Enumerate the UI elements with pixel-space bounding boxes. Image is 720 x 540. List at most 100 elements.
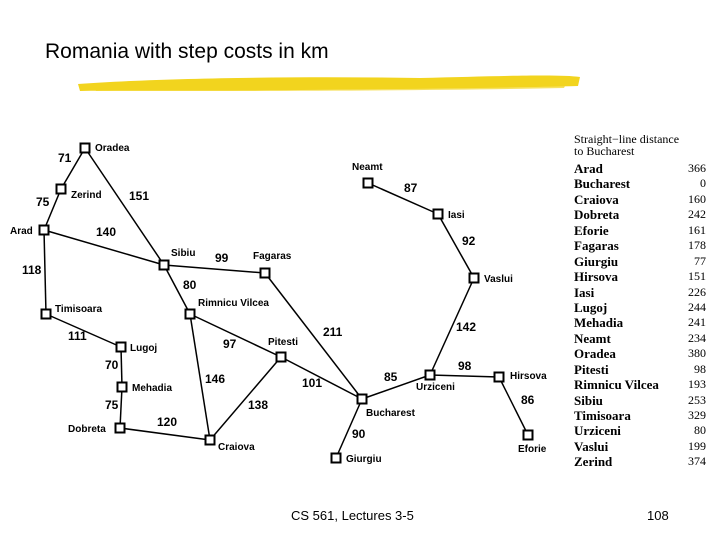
road-cost-label: 86 [521,393,535,407]
legend-row: Sibiu 253 [574,393,706,408]
legend-row: Lugoj 244 [574,300,706,315]
legend-row: Vaslui 199 [574,439,706,454]
legend-row: Zerind 374 [574,454,706,469]
road-bucharest-giurgiu [335,398,363,459]
city-label-eforie: Eforie [518,444,547,455]
road-cost-label: 118 [22,263,42,277]
legend-distance: 374 [688,454,706,469]
road-sibiu-rimnicu-vilcea [163,264,191,315]
legend-city: Bucharest [574,176,631,192]
legend-distance: 193 [688,377,706,392]
legend-distance: 242 [688,207,706,222]
legend-city: Sibiu [574,392,603,408]
slide-title: Romania with step costs in km [45,40,329,63]
city-names: Oradea Zerind Arad Timisoara Lugoj Mehadia Dob… [10,143,547,465]
road-urziceni-vaslui [429,277,475,376]
legend-row: Oradea 380 [574,346,706,361]
city-label-dobreta: Dobreta [68,424,106,435]
footer-course-label: CS 561, Lectures 3-5 [291,508,414,523]
legend-row: Mehadia 241 [574,315,706,330]
road-bucharest-urziceni [361,374,431,400]
city-label-mehadia: Mehadia [132,383,172,394]
legend-distance: 241 [688,315,706,330]
legend-city: Eforie [574,222,609,238]
legend-city: Fagaras [574,238,619,254]
city-label-iasi: Iasi [448,210,465,221]
legend-row: Bucharest 0 [574,176,706,191]
legend-row: Pitesti 98 [574,362,706,377]
road-cost-label: 98 [458,359,472,373]
legend-city: Hirsova [574,269,619,285]
city-label-hirsova: Hirsova [510,371,547,382]
road-cost-label: 75 [105,398,119,412]
road-costs: 71 75 151 140 118 111 70 75 120 99 80 97 146 138 211 10… [22,151,535,441]
city-node-bucharest [356,393,368,405]
city-label-sibiu: Sibiu [171,248,195,259]
road-cost-label: 101 [302,376,322,390]
legend-row: Rimnicu Vilcea 193 [574,377,706,392]
straight-line-distance-table: Straight−line distance to Bucharest Arad… [574,133,706,470]
legend-rows: Arad 366 Bucharest 0 Craiova 160 Dobreta 242 Efo… [574,161,706,470]
legend-distance: 226 [688,284,706,299]
road-pitesti-bucharest [280,356,363,400]
legend-distance: 244 [688,299,706,314]
legend-distance: 98 [694,361,706,376]
city-label-giurgiu: Giurgiu [346,454,382,465]
city-node-hirsova [493,371,505,383]
road-cost-label: 90 [352,427,366,441]
city-node-urziceni [424,369,436,381]
road-cost-label: 151 [129,189,149,203]
road-iasi-neamt [367,182,439,215]
city-label-lugoj: Lugoj [130,343,157,354]
road-cost-label: 97 [223,337,237,351]
road-cost-label: 146 [205,372,225,386]
city-node-craiova [204,434,216,446]
city-node-lugoj [115,341,127,353]
road-mehadia-dobreta [119,386,123,429]
legend-distance: 77 [694,253,706,268]
road-fagaras-bucharest [264,272,363,400]
road-cost-label: 85 [384,370,398,384]
city-label-urziceni: Urziceni [416,382,455,393]
road-arad-timisoara [43,229,47,315]
road-cost-label: 80 [183,278,197,292]
legend-row: Iasi 226 [574,285,706,300]
legend-city: Giurgiu [574,253,619,269]
city-node-giurgiu [330,452,342,464]
road-rimnicu-vilcea-pitesti [189,313,282,358]
city-node-arad [38,224,50,236]
cities [38,142,534,464]
city-node-sibiu [158,259,170,271]
city-node-eforie [522,429,534,441]
road-cost-label: 70 [105,358,119,372]
city-node-fagaras [259,267,271,279]
legend-row: Giurgiu 77 [574,254,706,269]
legend-row: Arad 366 [574,161,706,176]
legend-distance: 380 [688,346,706,361]
legend-city: Oradea [574,346,616,362]
road-timisoara-lugoj [45,313,122,348]
legend-distance: 253 [688,392,706,407]
road-sibiu-fagaras [163,264,266,274]
city-node-zerind [55,183,67,195]
legend-city: Zerind [574,454,613,470]
legend-distance: 199 [688,438,706,453]
road-urziceni-hirsova [429,374,500,378]
legend-row: Dobreta 242 [574,207,706,222]
legend-row: Eforie 161 [574,223,706,238]
roads [43,147,529,459]
road-cost-label: 71 [58,151,72,165]
road-cost-label: 99 [215,251,229,265]
road-cost-label: 87 [404,181,418,195]
road-cost-label: 211 [323,325,343,339]
city-node-dobreta [114,422,126,434]
road-arad-sibiu [43,229,165,266]
legend-row: Fagaras 178 [574,238,706,253]
road-dobreta-craiova [119,427,211,441]
legend-distance: 178 [688,238,706,253]
city-node-timisoara [40,308,52,320]
legend-title-line1: Straight−line distance [574,132,680,146]
city-label-rimnicu-vilcea: Rimnicu Vilcea [198,298,269,309]
road-cost-label: 92 [462,234,476,248]
